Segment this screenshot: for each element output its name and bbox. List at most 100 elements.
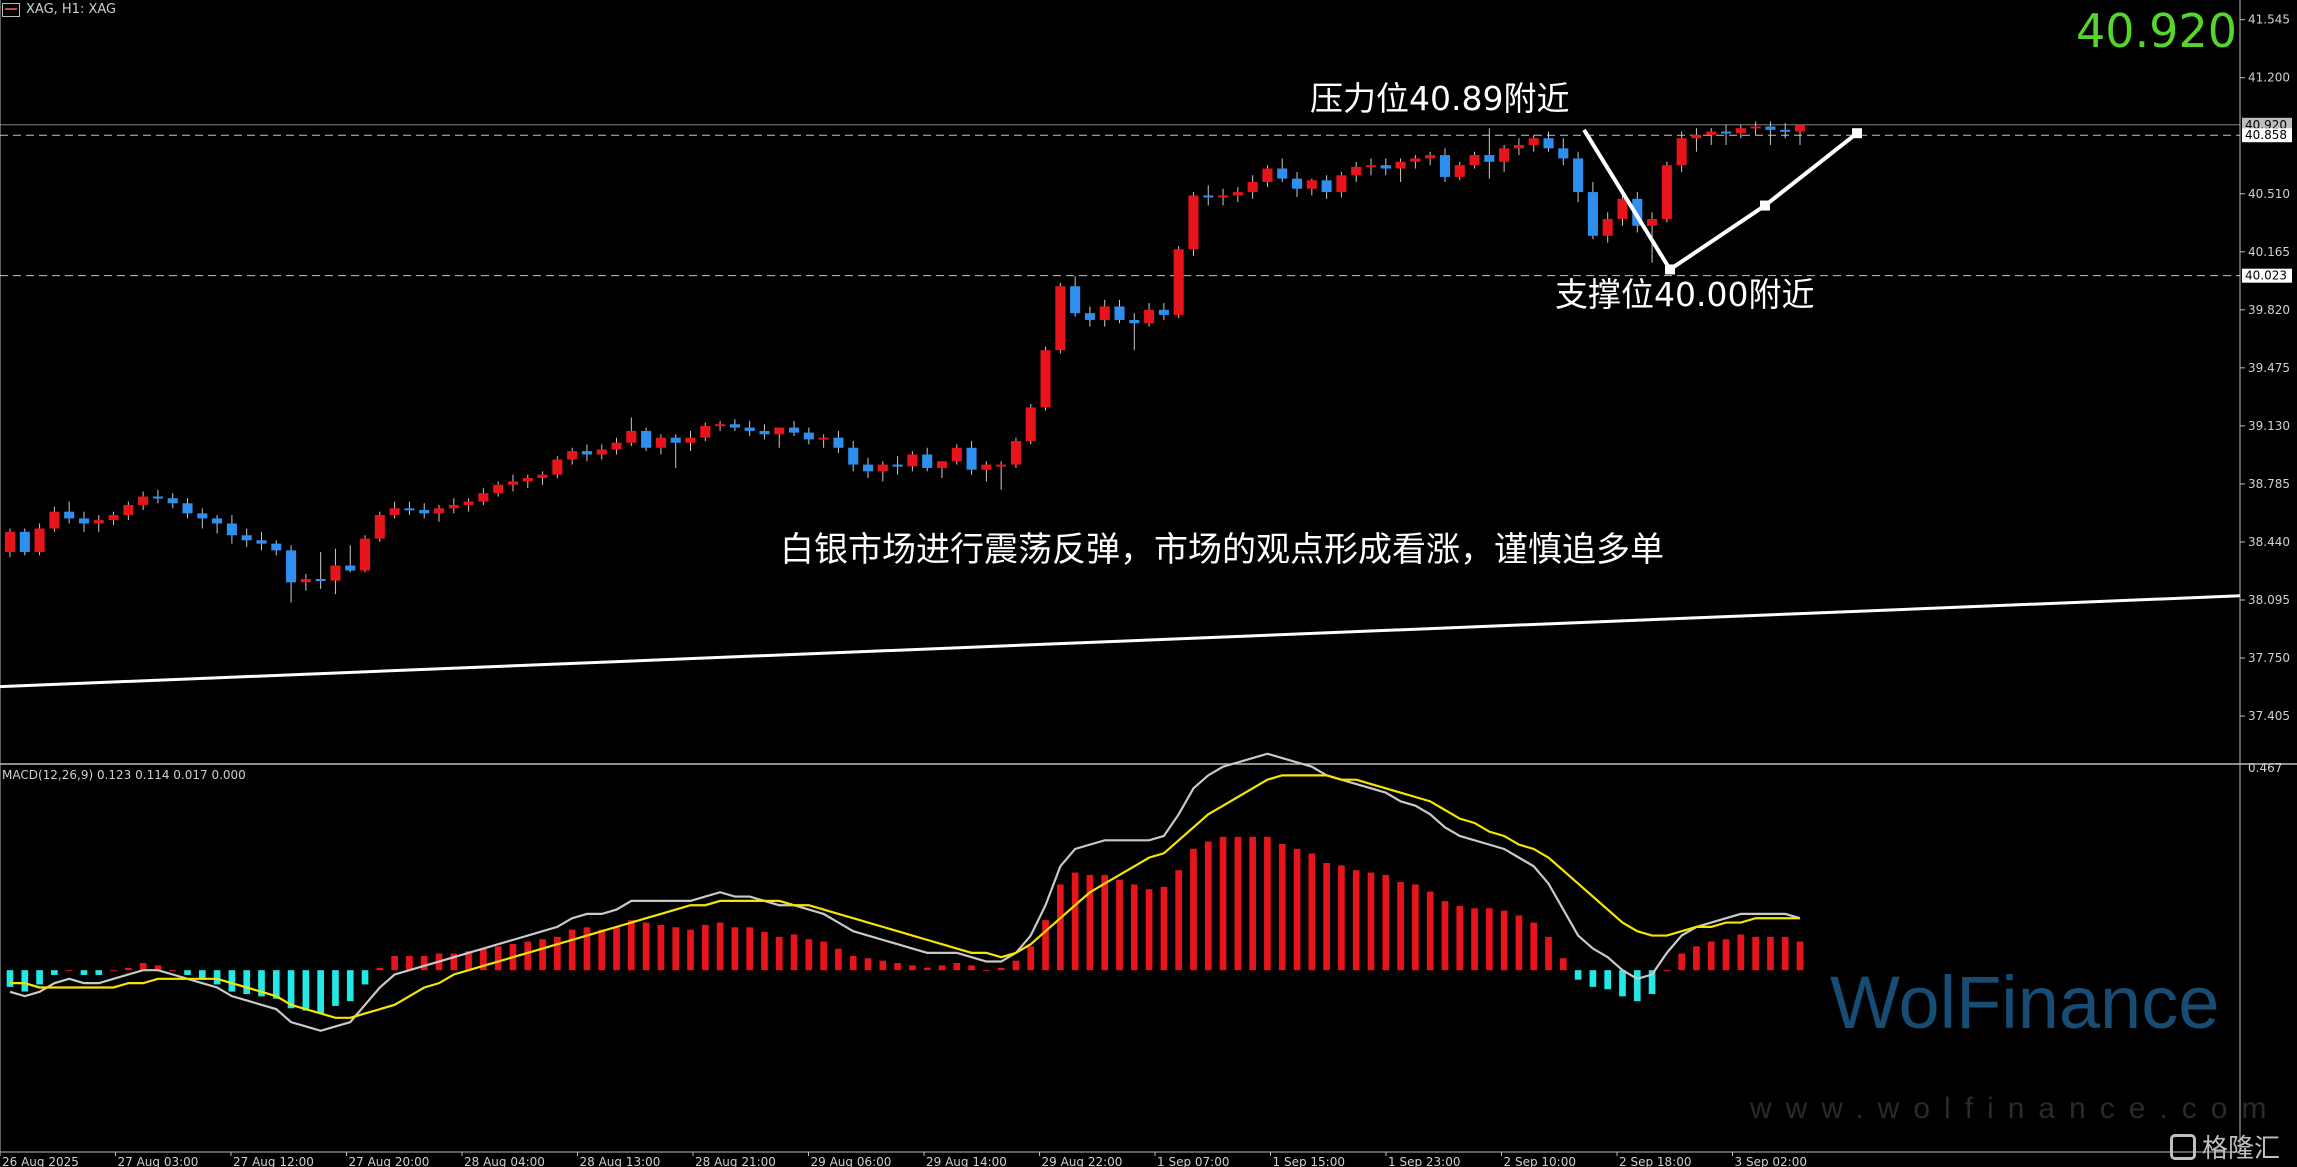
macd-histogram-bar	[125, 967, 132, 971]
candle-body	[877, 464, 888, 472]
candle-body	[1543, 138, 1554, 149]
macd-histogram-bar	[1707, 941, 1715, 971]
candle-body	[744, 427, 755, 431]
macd-histogram-bar	[1308, 853, 1316, 971]
macd-histogram-bar	[835, 948, 842, 971]
candle-body	[374, 515, 385, 539]
candle-body	[1351, 166, 1362, 176]
candle-body	[1735, 128, 1746, 134]
candle-body	[1691, 134, 1702, 139]
candle-body	[152, 496, 163, 499]
macd-histogram	[6, 836, 1804, 1014]
macd-histogram-bar	[613, 927, 620, 971]
macd-histogram-bar	[332, 970, 339, 1006]
macd-histogram-bar	[51, 970, 58, 975]
macd-histogram-bar	[1737, 934, 1745, 971]
macd-histogram-bar	[820, 941, 827, 971]
candle-body	[271, 543, 282, 551]
price-tick-label: 40.510	[2248, 187, 2290, 201]
time-tick-label: 29 Aug 22:00	[1042, 1155, 1123, 1167]
projection-line	[1582, 128, 1859, 273]
candle-body	[1084, 313, 1095, 320]
macd-histogram-bar	[36, 970, 43, 985]
macd-histogram-bar	[1500, 910, 1508, 971]
watermark-url: www.wolfinance.com	[1750, 1092, 2281, 1125]
brand-logo: 格隆汇	[2170, 1128, 2280, 1165]
brand-g-icon	[2170, 1133, 2196, 1160]
macd-histogram-bar	[879, 960, 887, 971]
candle-body	[4, 531, 16, 553]
macd-histogram-bar	[983, 970, 990, 972]
macd-histogram-bar	[6, 970, 14, 987]
macd-histogram-bar	[1293, 848, 1301, 971]
chart-window-icon[interactable]	[2, 2, 20, 17]
macd-signal-line	[10, 774, 1800, 1019]
candle-body	[1365, 165, 1377, 168]
macd-histogram-bar	[1426, 891, 1434, 971]
brand-logo-text: 格隆汇	[2202, 1134, 2281, 1164]
macd-histogram-bar	[746, 927, 753, 971]
projection-point	[1760, 200, 1770, 211]
candle-body	[981, 464, 992, 470]
candle-body	[478, 493, 489, 502]
candle-body	[345, 565, 356, 571]
price-tick-label: 40.165	[2248, 245, 2290, 259]
time-tick-label: 28 Aug 04:00	[464, 1155, 545, 1167]
support-annotation: 支撑位40.00附近	[1555, 275, 1815, 314]
candle-body	[138, 496, 149, 505]
macd-histogram-bar	[1559, 958, 1567, 971]
candle-body	[759, 430, 770, 435]
candle-body	[49, 511, 60, 529]
candle-body	[951, 447, 962, 462]
chart-header: XAG, H1: XAG	[2, 2, 116, 17]
macd-histogram-bar	[1767, 936, 1774, 971]
macd-histogram-bar	[317, 970, 324, 1014]
macd-histogram-bar	[391, 955, 398, 971]
macd-histogram-bar	[465, 951, 472, 971]
candle-body	[1218, 195, 1229, 198]
macd-histogram-bar	[716, 922, 724, 971]
candle-body	[433, 508, 445, 514]
macd-lines	[9, 752, 1801, 1032]
macd-histogram-bar	[95, 970, 103, 975]
candle-body	[286, 550, 297, 583]
candle-body	[256, 540, 267, 544]
candle-body	[833, 437, 844, 448]
macd-histogram-bar	[1130, 884, 1138, 971]
macd-histogram-bar	[1486, 908, 1493, 971]
candle-body	[715, 424, 726, 427]
macd-histogram-bar	[657, 924, 665, 971]
price-tick-label: 38.095	[2248, 593, 2290, 607]
macd-histogram-bar	[1752, 936, 1759, 971]
macd-histogram-bar	[1648, 970, 1656, 994]
candle-body	[626, 430, 637, 443]
macd-histogram-bar	[909, 965, 916, 971]
candle-body	[1099, 306, 1110, 320]
macd-histogram-bar	[1574, 970, 1582, 980]
candle-body	[581, 451, 592, 455]
candle-body	[1425, 155, 1436, 159]
candle-body	[922, 454, 933, 468]
candle-body	[537, 474, 548, 479]
price-tick-label: 38.440	[2248, 535, 2290, 549]
candle-body	[1010, 441, 1021, 465]
time-tick-label: 2 Sep 18:00	[1619, 1155, 1691, 1167]
candle-body	[1706, 131, 1717, 135]
macd-histogram-bar	[642, 922, 650, 971]
macd-histogram-bar	[731, 927, 739, 971]
macd-histogram-bar	[1471, 908, 1478, 971]
macd-histogram-bar	[198, 970, 206, 980]
time-tick-label: 27 Aug 03:00	[118, 1155, 199, 1167]
candle-body	[1247, 181, 1258, 193]
candle-body	[1380, 165, 1391, 169]
candle-body	[1070, 286, 1081, 314]
time-tick-label: 28 Aug 13:00	[580, 1155, 661, 1167]
candle-body	[1573, 158, 1584, 193]
macd-histogram-bar	[583, 927, 591, 971]
candle-body	[818, 437, 829, 440]
macd-histogram-bar	[1027, 946, 1035, 971]
macd-histogram-bar	[968, 965, 975, 971]
macd-histogram-bar	[1175, 870, 1183, 971]
candle-body	[1277, 168, 1288, 179]
